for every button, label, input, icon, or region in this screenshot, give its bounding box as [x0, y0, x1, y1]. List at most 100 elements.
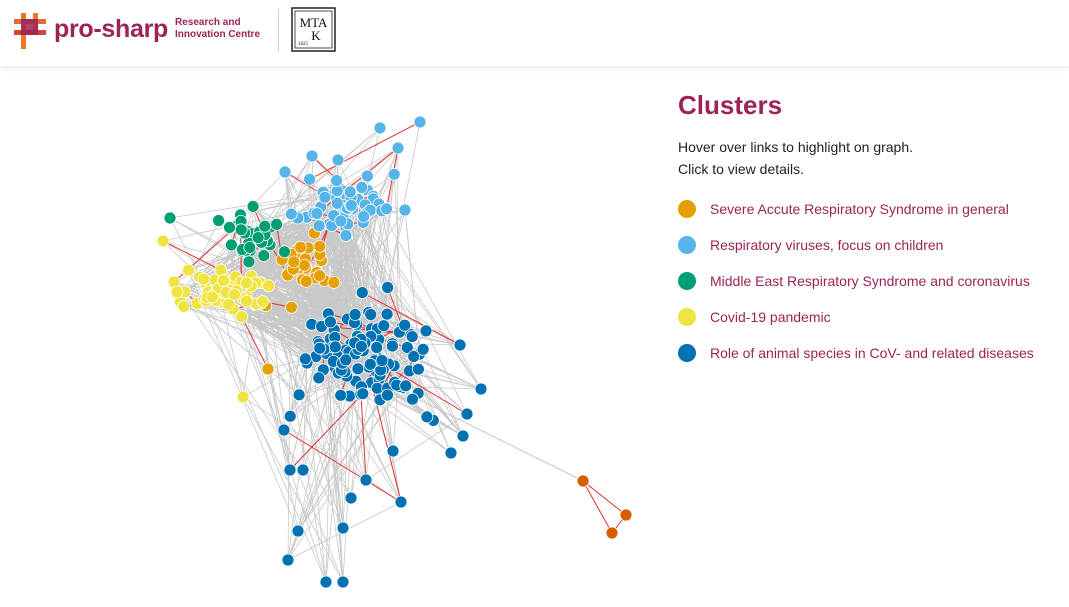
pro-sharp-logo-icon[interactable] [12, 13, 48, 49]
graph-node[interactable] [398, 318, 412, 332]
graph-node[interactable] [278, 165, 292, 179]
graph-node[interactable] [330, 196, 344, 210]
graph-link[interactable] [297, 330, 427, 532]
graph-node[interactable] [291, 524, 305, 538]
graph-node[interactable] [216, 274, 230, 287]
graph-node[interactable] [394, 495, 408, 509]
graph-node[interactable] [420, 410, 434, 424]
cluster-label[interactable]: Middle East Respiratory Syndrome and cor… [710, 273, 1030, 289]
cluster-item-covid19[interactable]: Covid-19 pandemic [678, 299, 1068, 335]
graph-node[interactable] [359, 473, 373, 487]
graph-link[interactable] [227, 300, 344, 583]
graph-node[interactable] [277, 423, 291, 437]
graph-node[interactable] [605, 526, 619, 540]
graph-link[interactable] [240, 214, 344, 529]
graph-node[interactable] [223, 220, 236, 234]
graph-node[interactable] [234, 223, 248, 237]
graph-node[interactable] [205, 290, 219, 304]
graph-node[interactable] [330, 174, 344, 188]
graph-node[interactable] [313, 341, 327, 355]
graph-node[interactable] [348, 308, 362, 321]
graph-link[interactable] [315, 208, 387, 279]
graph-node[interactable] [355, 180, 369, 194]
graph-link[interactable] [387, 287, 403, 327]
graph-node[interactable] [327, 275, 341, 289]
graph-node[interactable] [303, 172, 317, 186]
graph-node[interactable] [576, 474, 590, 488]
graph-node[interactable] [285, 300, 298, 314]
graph-node[interactable] [334, 214, 348, 228]
graph-node[interactable] [354, 339, 368, 353]
graph-node[interactable] [235, 310, 249, 324]
graph-node[interactable] [398, 203, 412, 217]
cluster-label[interactable]: Respiratory viruses, focus on children [710, 237, 944, 253]
cluster-item-respiratory-viruses[interactable]: Respiratory viruses, focus on children [678, 227, 1068, 263]
graph-link[interactable] [302, 363, 308, 471]
graph-node[interactable] [355, 286, 369, 300]
graph-link[interactable] [342, 395, 350, 529]
graph-node[interactable] [243, 241, 257, 254]
graph-node[interactable] [212, 214, 226, 227]
graph-link[interactable] [287, 370, 410, 561]
graph-node[interactable] [319, 575, 333, 589]
graph-node[interactable] [170, 285, 184, 299]
graph-node[interactable] [377, 319, 391, 333]
graph-link[interactable] [362, 222, 482, 390]
graph-node[interactable] [163, 211, 177, 225]
graph-node[interactable] [334, 388, 348, 402]
graph-node[interactable] [380, 202, 393, 216]
graph-link[interactable] [265, 257, 290, 306]
graph-node[interactable] [287, 255, 301, 269]
graph-node[interactable] [405, 330, 419, 344]
graph-node[interactable] [156, 234, 170, 248]
graph-link[interactable] [372, 195, 482, 390]
graph-link[interactable] [362, 292, 461, 346]
cluster-label[interactable]: Covid-19 pandemic [710, 309, 831, 325]
graph-node[interactable] [261, 362, 275, 376]
graph-node[interactable] [328, 340, 342, 354]
graph-node[interactable] [474, 382, 488, 396]
graph-node[interactable] [386, 444, 400, 458]
graph-node[interactable] [370, 341, 384, 354]
graph-node[interactable] [242, 255, 256, 269]
graph-node[interactable] [399, 379, 413, 393]
graph-node[interactable] [381, 281, 395, 294]
graph-node[interactable] [240, 276, 253, 290]
graph-node[interactable] [299, 274, 313, 288]
graph-node[interactable] [310, 207, 324, 221]
graph-link[interactable] [169, 217, 356, 315]
graph-link[interactable] [376, 209, 406, 329]
graph-link[interactable] [306, 362, 362, 395]
graph-node[interactable] [292, 388, 306, 402]
graph-node[interactable] [336, 575, 350, 589]
graph-link[interactable] [257, 237, 335, 331]
graph-link[interactable] [206, 300, 327, 583]
graph-node[interactable] [406, 392, 419, 406]
graph-node[interactable] [407, 350, 421, 363]
graph-node[interactable] [240, 294, 254, 308]
graph-link[interactable] [425, 330, 468, 415]
graph-node[interactable] [444, 446, 458, 460]
graph-node[interactable] [257, 249, 271, 263]
graph-node[interactable] [343, 185, 357, 199]
graph-link[interactable] [241, 195, 347, 283]
cluster-label[interactable]: Severe Accute Respiratory Syndrome in ge… [710, 201, 1009, 217]
graph-link[interactable] [419, 399, 584, 482]
graph-node[interactable] [318, 190, 332, 204]
graph-node[interactable] [313, 239, 327, 253]
graph-link[interactable] [582, 480, 627, 516]
graph-link[interactable] [316, 147, 399, 215]
graph-node[interactable] [214, 263, 228, 277]
graph-node[interactable] [419, 324, 433, 338]
graph-node[interactable] [296, 463, 310, 477]
cluster-label[interactable]: Role of animal species in CoV- and relat… [710, 345, 1034, 361]
graph-node[interactable] [177, 300, 191, 313]
graph-node[interactable] [313, 269, 327, 283]
graph-node[interactable] [413, 115, 427, 129]
graph-link[interactable] [242, 396, 402, 503]
graph-link[interactable] [582, 480, 613, 534]
graph-node[interactable] [182, 263, 195, 277]
graph-node[interactable] [360, 169, 374, 183]
graph-node[interactable] [323, 315, 337, 329]
cluster-item-mers[interactable]: Middle East Respiratory Syndrome and cor… [678, 263, 1068, 299]
